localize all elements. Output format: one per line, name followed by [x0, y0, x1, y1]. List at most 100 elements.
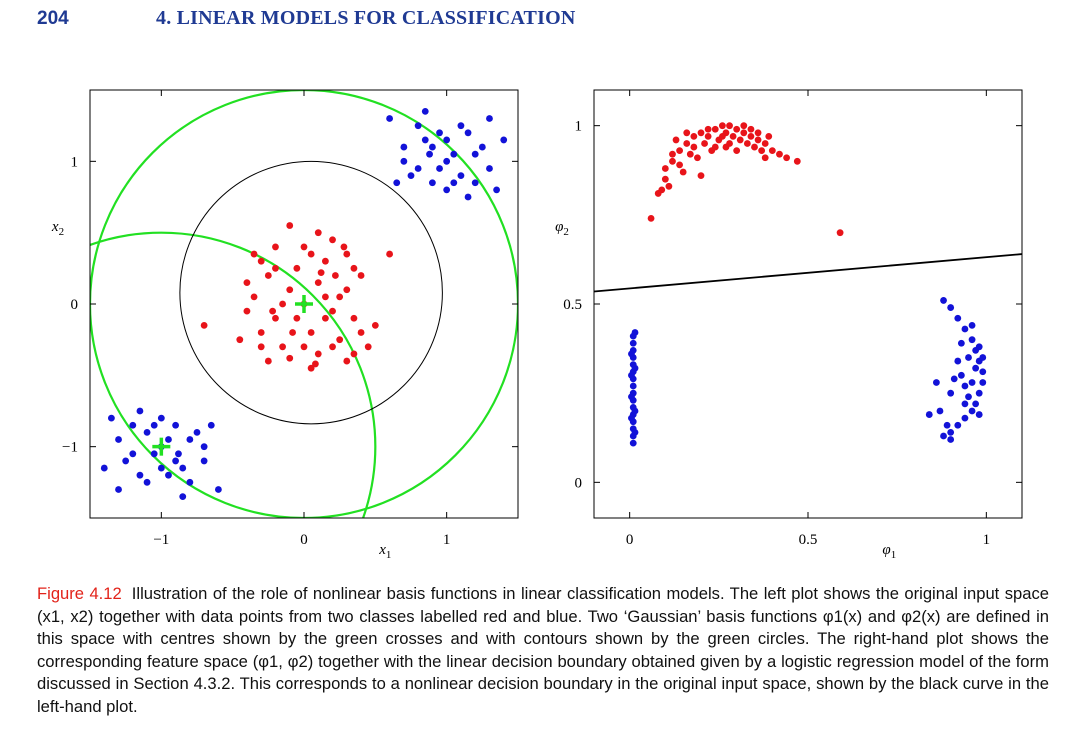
right-xtick-label: 0 [626, 532, 634, 548]
left-blue-point [186, 436, 194, 443]
right-red-point [701, 140, 708, 147]
left-red-point [312, 360, 319, 368]
left-red-point [286, 222, 294, 229]
left-red-point [243, 279, 251, 286]
right-blue-point [925, 411, 933, 418]
left-blue-point [457, 122, 465, 130]
left-ytick-label: 1 [71, 154, 79, 170]
left-blue-point [193, 429, 201, 436]
right-blue-point [979, 354, 987, 361]
left-xlabel: x1 [378, 542, 391, 561]
left-red-point [343, 357, 351, 365]
right-red-point [729, 132, 737, 140]
right-blue-point [957, 371, 965, 379]
left-blue-point [471, 150, 479, 158]
left-red-point [307, 329, 315, 336]
left-red-point [264, 357, 272, 365]
left-red-point [257, 329, 265, 336]
right-blue-point [629, 439, 637, 447]
right-blue-point [968, 407, 976, 415]
left-red-point [269, 307, 277, 315]
right-blue-point [631, 364, 639, 372]
left-red-point [300, 343, 308, 351]
left-red-point [322, 257, 329, 265]
right-blue-point [961, 414, 969, 422]
right-blue-point [957, 339, 965, 347]
right-decision-line [594, 253, 1022, 293]
right-blue-point [968, 379, 976, 386]
right-red-point [719, 132, 726, 140]
left-red-point [314, 350, 322, 358]
chapter-title: 4. LINEAR MODELS FOR CLASSIFICATION [156, 7, 576, 29]
right-blue-point [972, 364, 980, 372]
left-blue-point [200, 457, 208, 465]
left-blue-point [115, 486, 122, 493]
left-blue-point [215, 486, 222, 493]
right-ytick-label: 1 [575, 119, 583, 135]
right-red-point [704, 125, 712, 133]
left-blue-point [136, 471, 144, 479]
left-blue-point [122, 457, 130, 465]
figure-4-12: −1 0 1 −1 0 1 x1 x2 0 0.5 1 0 0.5 1 φ1 φ2 [51, 89, 1023, 561]
left-blue-point [400, 143, 408, 151]
right-red-point [661, 175, 669, 183]
left-blue-point [471, 179, 479, 187]
left-red-point [329, 236, 336, 244]
right-blue-point [979, 368, 987, 376]
left-red-point [272, 264, 279, 272]
left-red-point [329, 307, 336, 315]
right-red-point [686, 150, 694, 158]
left-red-point [331, 272, 339, 279]
right-blue-point [947, 389, 955, 397]
right-red-point [743, 140, 751, 147]
left-blue-point [429, 179, 436, 187]
left-decision-boundary [179, 160, 443, 425]
left-blue-point [421, 108, 429, 115]
left-red-point [357, 272, 365, 279]
right-red-point [765, 132, 773, 140]
left-red-point [257, 257, 265, 265]
right-plot-feature-space: 0 0.5 1 0 0.5 1 φ1 φ2 [555, 89, 1023, 561]
left-xtick-label: 1 [443, 532, 451, 548]
right-blue-point [628, 350, 635, 358]
right-red-point [722, 143, 730, 151]
left-blue-point [386, 115, 393, 122]
right-blue-point [965, 354, 972, 361]
right-blue-point [629, 339, 637, 347]
left-blue-point [186, 478, 194, 486]
right-red-point [697, 172, 705, 180]
left-red-point [264, 272, 272, 279]
left-red-point [307, 364, 315, 372]
right-axes-box [593, 89, 1023, 519]
right-blue-point [975, 343, 983, 351]
right-red-point [761, 154, 769, 162]
right-red-point [719, 122, 726, 130]
left-blue-point [450, 179, 458, 187]
right-blue-point [631, 407, 639, 415]
left-red-point [293, 314, 301, 322]
left-red-point [289, 329, 296, 336]
right-blue-point [954, 421, 962, 429]
right-red-point [776, 150, 783, 158]
left-red-point [322, 314, 329, 322]
left-red-point [336, 336, 344, 344]
left-blue-point [172, 457, 180, 465]
left-blue-point [486, 165, 493, 172]
left-red-point [236, 336, 244, 344]
left-ylabel: x2 [51, 219, 64, 238]
right-blue-point [631, 429, 639, 436]
left-xtick-label: 0 [300, 532, 308, 548]
left-blue-point [493, 186, 500, 194]
left-blue-point [179, 464, 187, 472]
right-blue-point [950, 375, 958, 383]
left-blue-point [443, 186, 451, 194]
left-blue-point [136, 407, 144, 415]
right-blue-point [628, 393, 635, 401]
left-red-point [286, 286, 294, 294]
right-red-point [711, 143, 719, 151]
left-blue-point [436, 129, 443, 137]
figure-caption: Figure 4.12 Illustration of the role of n… [37, 583, 1049, 718]
left-blue-point [393, 179, 401, 187]
left-red-point [350, 350, 358, 358]
right-blue-point [628, 371, 635, 379]
